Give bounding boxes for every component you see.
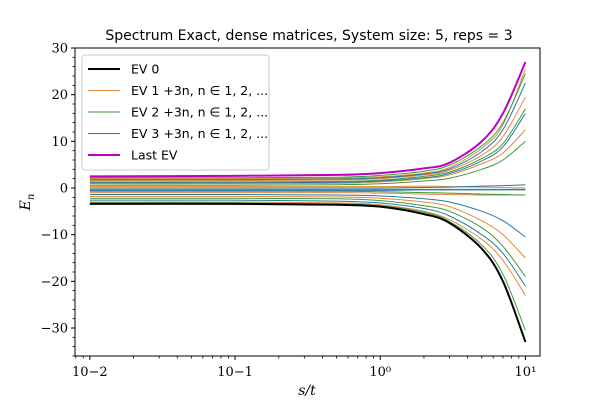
series-line-17 xyxy=(89,193,526,238)
series-line-2 xyxy=(89,201,526,296)
y-tick-label: 20 xyxy=(51,88,68,103)
y-tick-label: −10 xyxy=(41,228,68,243)
series-line-4 xyxy=(89,192,526,196)
legend-label: EV 1 +3n, n ∈ 1, 2, ... xyxy=(131,83,268,98)
x-tick-label: 10−1 xyxy=(217,365,253,380)
series-line-13 xyxy=(89,140,526,186)
series-line-ev-0 xyxy=(89,202,527,343)
series-line-last-ev xyxy=(89,61,527,178)
legend: EV 0 EV 1 +3n, n ∈ 1, 2, ... EV 2 +3n, n ∈… xyxy=(81,54,270,171)
series-line-14 xyxy=(89,108,526,183)
series-line-7 xyxy=(89,96,526,182)
series-line-10 xyxy=(89,197,526,277)
legend-label: Last EV xyxy=(131,148,178,163)
series-line-11 xyxy=(89,190,526,196)
legend-label: EV 3 +3n, n ∈ 1, 2, ... xyxy=(131,126,268,141)
y-axis-label: En xyxy=(18,194,37,212)
y-tick-label: 10 xyxy=(51,135,68,150)
legend-frame xyxy=(81,54,270,171)
y-axis-label-sub: n xyxy=(26,194,37,200)
y-tick-label: 30 xyxy=(51,42,68,57)
series-line-20 xyxy=(89,113,526,184)
legend-label: EV 2 +3n, n ∈ 1, 2, ... xyxy=(131,105,268,120)
series-layer xyxy=(89,61,527,343)
x-axis-label: s/t xyxy=(298,383,316,399)
x-tick-label: 10¹ xyxy=(515,365,537,380)
series-line-15 xyxy=(89,73,526,179)
chart-title: Spectrum Exact, dense matrices, System s… xyxy=(105,28,512,44)
series-line-5 xyxy=(89,185,526,189)
series-line-21 xyxy=(89,82,526,181)
x-tick-label: 10−2 xyxy=(72,365,108,380)
y-tick-label: −30 xyxy=(41,322,68,337)
series-line-6 xyxy=(89,129,526,185)
y-tick-label: 0 xyxy=(60,182,68,197)
y-tick-label: −20 xyxy=(41,275,68,290)
x-tick-label: 10⁰ xyxy=(369,365,391,380)
plot-frame xyxy=(74,47,541,357)
y-axis-label-main: E xyxy=(18,200,34,211)
series-line-8 xyxy=(89,68,526,180)
series-line-18 xyxy=(89,189,526,191)
ticks-layer: 10−2 10−1 10⁰ 10¹ −30 −20 −10 0 10 20 30 xyxy=(41,42,537,381)
series-line-3 xyxy=(89,195,526,259)
legend-label: EV 0 xyxy=(131,62,159,77)
series-line-19 xyxy=(89,184,526,189)
series-line-16 xyxy=(89,199,526,287)
